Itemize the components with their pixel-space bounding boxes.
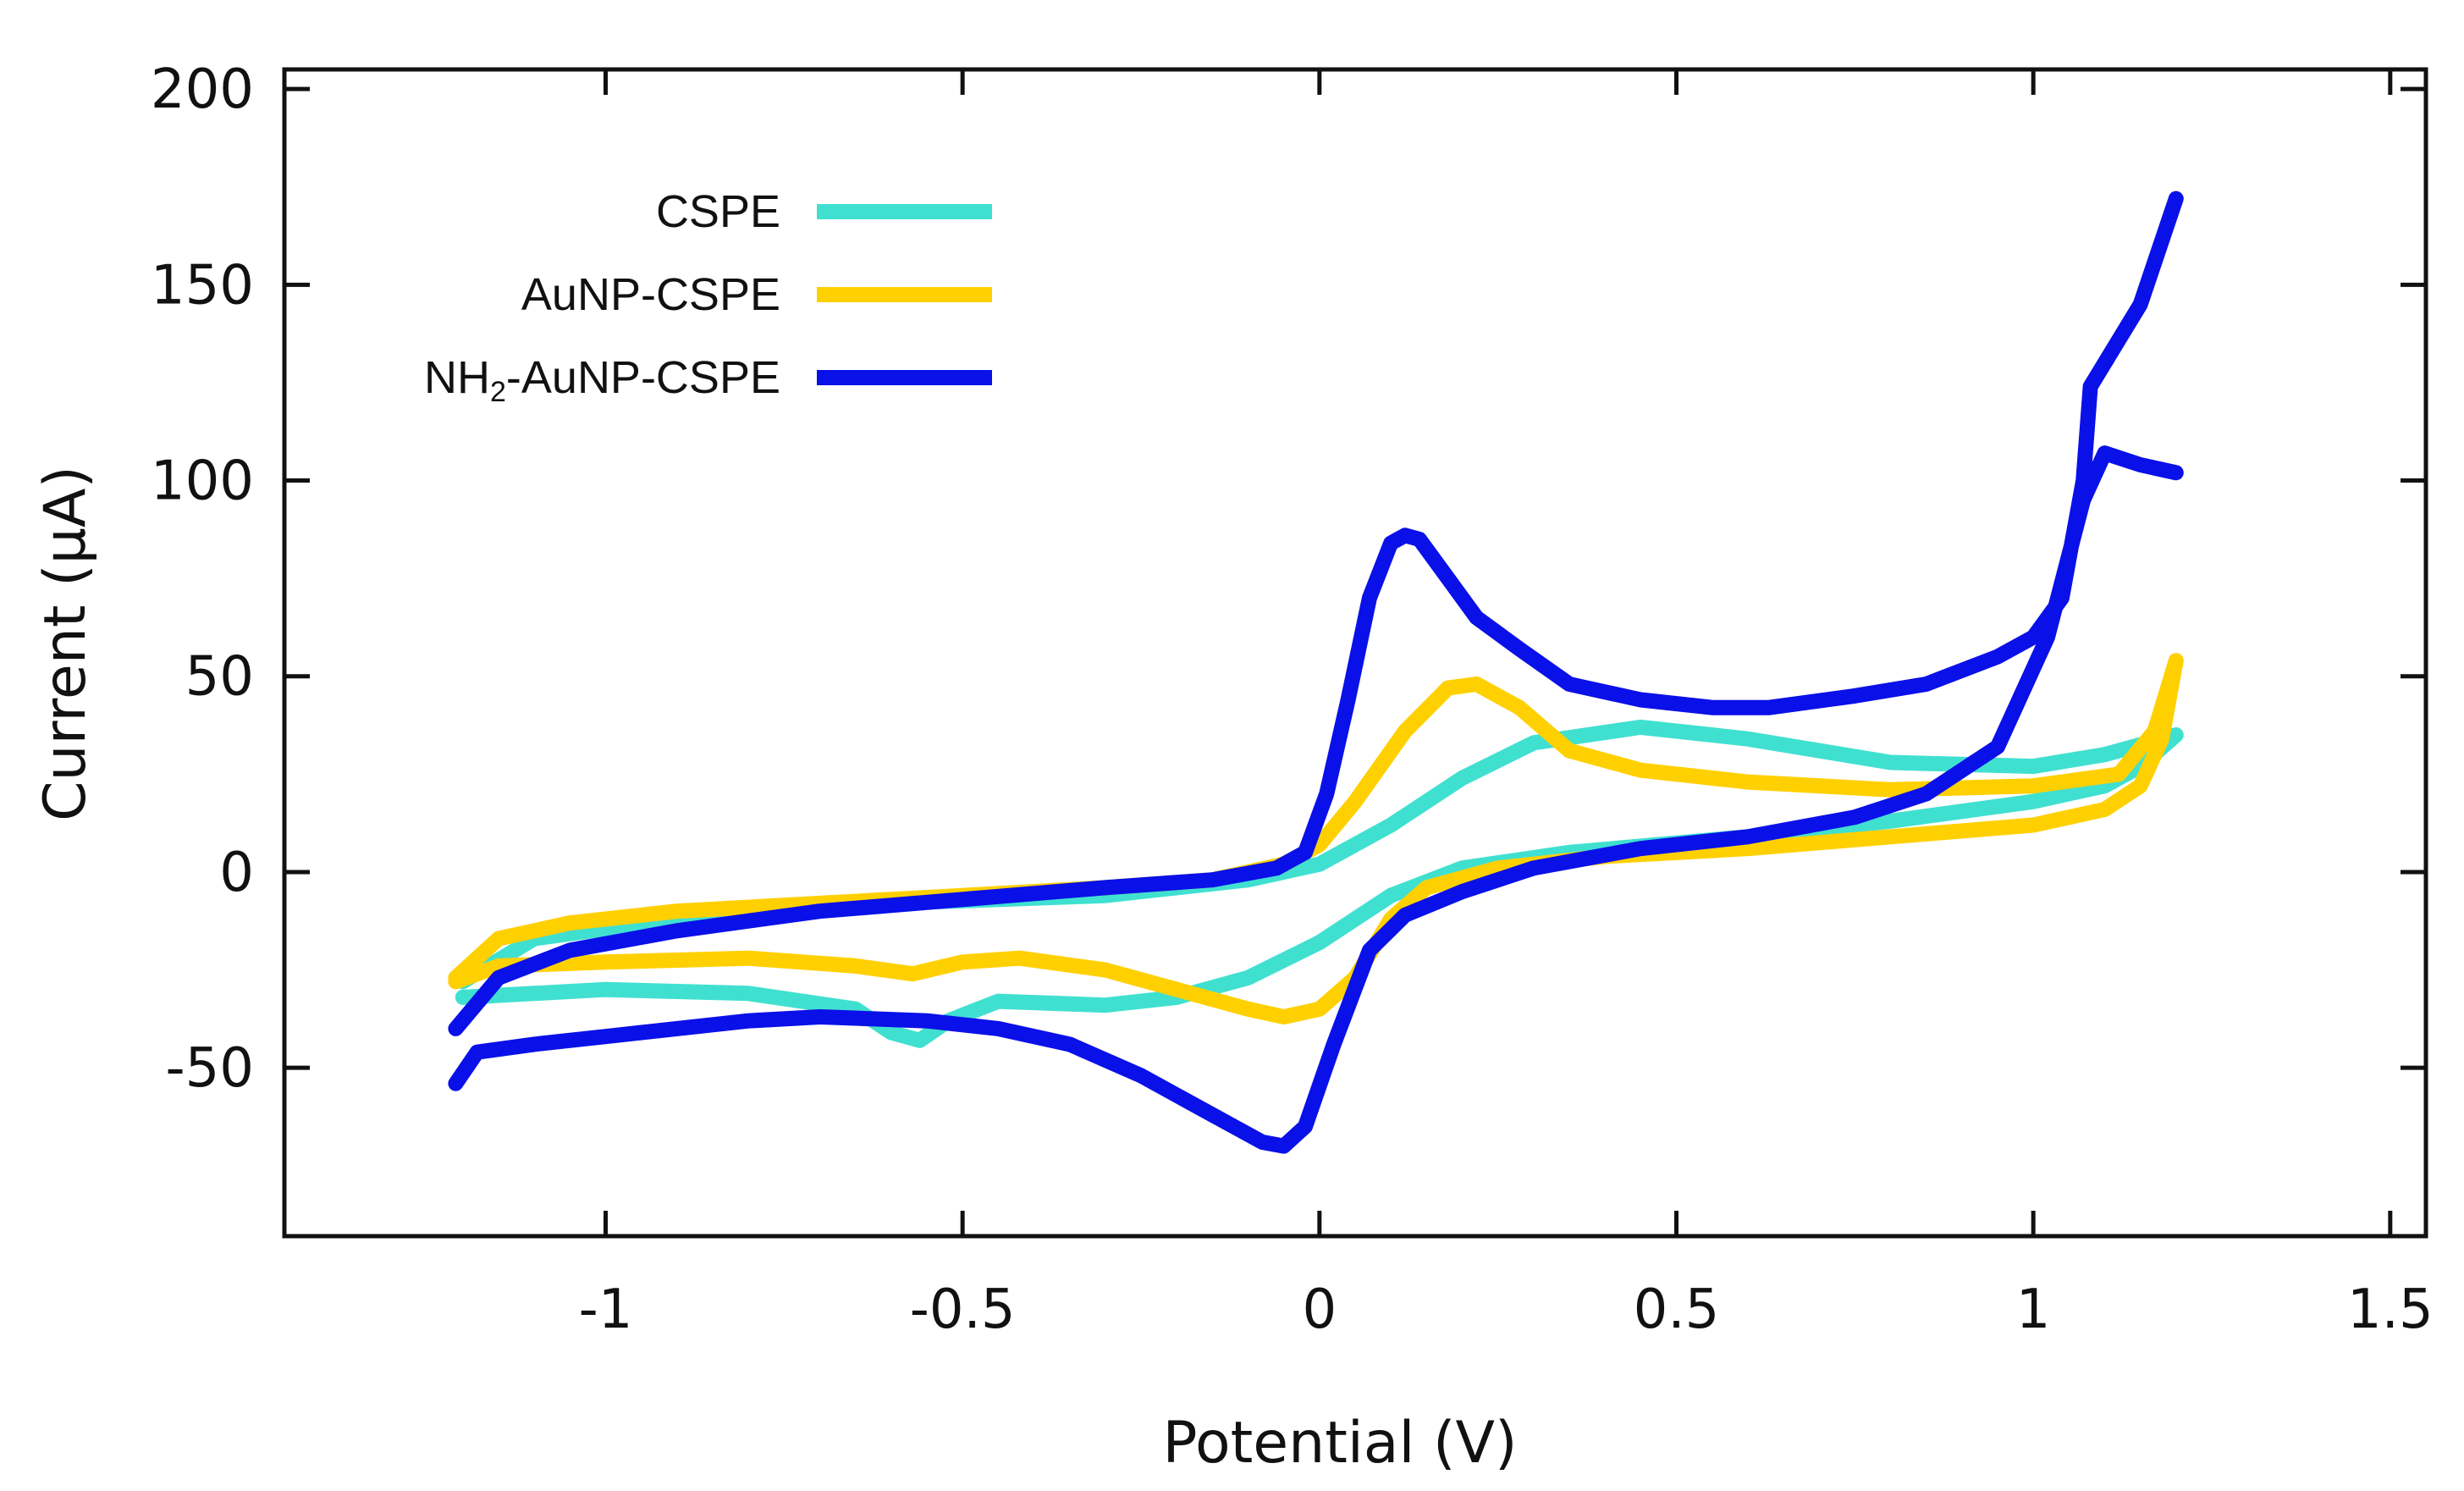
x-tick-label: -0.5 [910, 1278, 1016, 1341]
x-axis-title: Potential (V) [1162, 1410, 1517, 1477]
y-axis-title: Current (µA) [32, 466, 99, 821]
legend-label-cspe: CSPE [656, 186, 780, 237]
x-tick-label: 0 [1302, 1278, 1337, 1341]
y-tick-label: 150 [151, 254, 254, 317]
y-tick-label: 50 [185, 646, 254, 709]
y-axis-ticks: -50 0 50 100 150 200 [151, 58, 2426, 1100]
legend-label-aunp-cspe: AuNP-CSPE [521, 269, 780, 320]
y-tick-label: 0 [219, 842, 254, 904]
x-tick-label: 1 [2016, 1278, 2051, 1341]
x-tick-label: -1 [579, 1278, 633, 1341]
y-tick-label: -50 [165, 1037, 254, 1100]
series-line-nh2-aunp-cspe [448, 191, 2184, 1154]
x-axis-ticks: -1 -0.5 0 0.5 1 1.5 [579, 69, 2434, 1341]
plot-frame [282, 67, 2428, 1239]
y-tick-label: 100 [151, 450, 254, 513]
series-layer [448, 191, 2184, 1154]
legend-label-nh2-aunp-cspe: NH2-AuNP-CSPE [424, 352, 780, 408]
x-tick-label: 0.5 [1634, 1278, 1720, 1341]
y-tick-label: 200 [151, 58, 254, 121]
x-tick-label: 1.5 [2347, 1278, 2434, 1341]
legend: CSPE AuNP-CSPE NH2-AuNP-CSPE [424, 186, 992, 408]
